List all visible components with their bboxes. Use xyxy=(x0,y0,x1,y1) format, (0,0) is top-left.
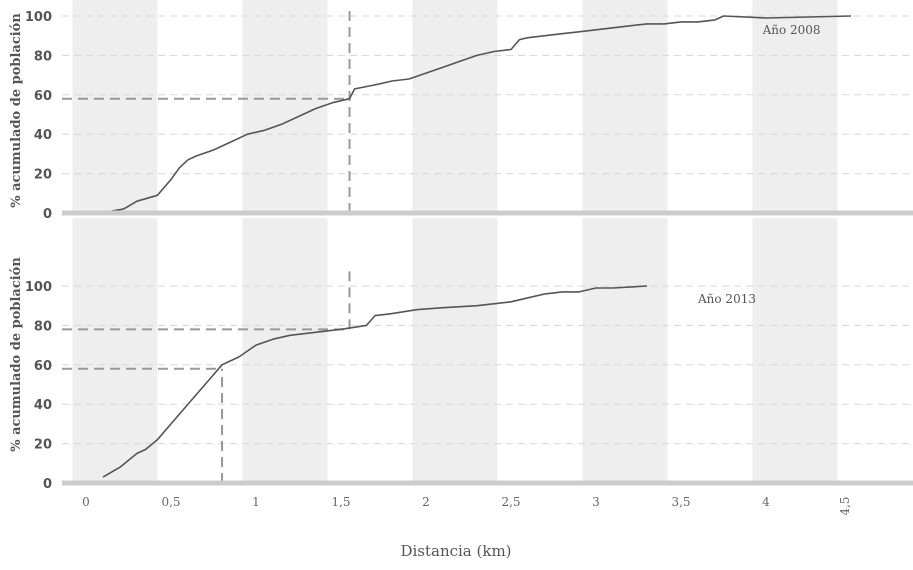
x-tick-label: 1 xyxy=(252,495,260,509)
gridlines xyxy=(62,15,913,445)
x-tick-label: 3 xyxy=(592,495,600,509)
band xyxy=(412,0,498,213)
band xyxy=(582,0,668,213)
y-tick-label: 80 xyxy=(34,319,52,334)
band xyxy=(752,218,838,483)
x-tick-label: 0,5 xyxy=(161,495,180,509)
y-tick-label: 0 xyxy=(43,477,52,492)
x-tick-label: 2,5 xyxy=(501,495,520,509)
y-tick-label: 20 xyxy=(34,438,52,453)
y-axis-title: % acumulado de población xyxy=(9,257,24,452)
axes xyxy=(62,210,913,486)
x-tick-label: 0 xyxy=(82,495,90,509)
y-tick-label: 40 xyxy=(34,398,52,413)
x-axis-title: Distancia (km) xyxy=(400,542,511,560)
series-lines xyxy=(102,15,852,478)
y-tick-label: 100 xyxy=(25,280,52,295)
y-tick-label: 40 xyxy=(34,128,52,143)
x-tick-label: 2 xyxy=(422,495,430,509)
band xyxy=(242,0,328,213)
band xyxy=(72,218,158,483)
band xyxy=(412,218,498,483)
y-tick-label: 20 xyxy=(34,168,52,183)
x-tick-label: 4,5 xyxy=(838,496,852,515)
x-tick-label: 4 xyxy=(762,495,770,509)
series-annotation: Año 2008 xyxy=(762,23,821,37)
series-line xyxy=(102,285,648,478)
y-tick-label: 60 xyxy=(34,89,52,104)
band xyxy=(242,218,328,483)
y-axis-title: % acumulado de población xyxy=(9,13,24,208)
series-line xyxy=(111,15,852,212)
reference-lines xyxy=(62,6,351,483)
x-tick-label: 3,5 xyxy=(671,495,690,509)
background-bands xyxy=(72,0,838,483)
band xyxy=(72,0,158,213)
band xyxy=(582,218,668,483)
y-tick-label: 60 xyxy=(34,359,52,374)
x-tick-label: 1,5 xyxy=(331,495,350,509)
series-annotation: Año 2013 xyxy=(697,292,756,306)
y-tick-label: 100 xyxy=(25,10,52,25)
y-tick-label: 80 xyxy=(34,49,52,64)
band xyxy=(752,0,838,213)
y-tick-label: 0 xyxy=(43,207,52,222)
